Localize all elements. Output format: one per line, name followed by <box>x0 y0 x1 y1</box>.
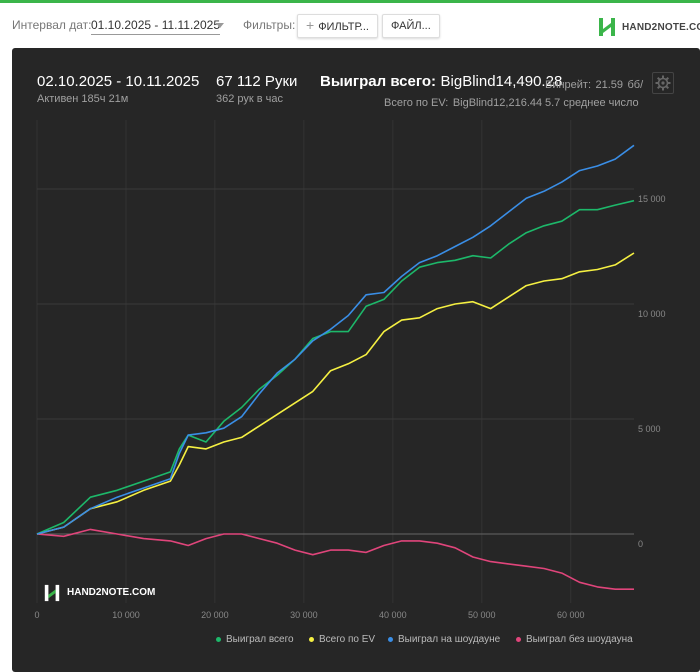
legend-item-ev[interactable]: Всего по EV <box>309 634 375 645</box>
y-axis: 0 5 000 10 000 15 000 <box>638 194 666 549</box>
legend-label: Всего по EV <box>319 634 376 645</box>
winrate-unit: бб/ <box>627 79 644 91</box>
hands-count: 67 112 Руки <box>216 73 298 90</box>
settings-button[interactable] <box>652 72 674 94</box>
legend-item-showdown[interactable]: Выиграл на шоудауне <box>388 634 500 645</box>
logo-text: HAND2NOTE.COM <box>622 22 700 33</box>
legend-item-non-showdown[interactable]: Выиграл без шоудауна <box>516 634 633 645</box>
filters-button[interactable]: + ФИЛЬТР... <box>297 14 378 38</box>
hands-per-hour: 362 рук в час <box>216 93 284 105</box>
files-button-label: ФАЙЛ... <box>391 20 431 32</box>
x-tick-label: 60 000 <box>557 610 585 620</box>
chart-series <box>36 144 635 591</box>
won-total-block: Выиграл всего: BigBlind14,490.28 <box>320 73 562 91</box>
legend-label: Выиграл всего <box>226 634 294 645</box>
watermark-text: HAND2NOTE.COM <box>67 587 156 598</box>
legend-item-won-total[interactable]: Выиграл всего <box>216 634 294 645</box>
date-interval-label: Интервал дат: <box>12 18 92 32</box>
x-tick-label: 20 000 <box>201 610 229 620</box>
x-axis: 0 10 000 20 000 30 000 40 000 50 000 60 000 <box>34 610 584 620</box>
x-tick-label: 50 000 <box>468 610 496 620</box>
won-total-value: BigBlind14,490.28 <box>440 73 563 90</box>
filters-button-label: ФИЛЬТР... <box>318 21 369 33</box>
active-time-text: Активен 185ч 21м <box>37 93 129 105</box>
x-tick-label: 30 000 <box>290 610 318 620</box>
won-total-label: Выиграл всего: <box>320 73 437 90</box>
ev-value: BigBlind12,216.44 <box>452 97 543 109</box>
ev-block: Всего по EV: BigBlind12,216.44 <box>384 93 542 111</box>
x-tick-label: 10 000 <box>112 610 140 620</box>
y-tick-label: 15 000 <box>638 194 666 204</box>
legend-label: Выиграл на шоудауне <box>398 634 501 645</box>
std-text: 5.7 среднее число <box>545 97 639 109</box>
legend-marker <box>309 636 314 642</box>
std-block: 5.7 среднее число <box>545 93 639 111</box>
period-block: 02.10.2025 - 10.11.2025 Активен 185ч 21м <box>37 73 199 105</box>
legend-label: Выиграл без шоудауна <box>526 634 633 645</box>
winrate-block: Винрейт: 21.59 бб/ <box>545 75 643 93</box>
watermark-logo-icon <box>44 584 60 602</box>
non-showdown-line <box>36 528 634 591</box>
plus-icon: + <box>306 17 315 33</box>
ev-line <box>36 252 635 535</box>
winrate-label: Винрейт: <box>545 79 592 91</box>
won-total-line <box>36 199 635 535</box>
filters-label: Фильтры: <box>243 18 296 32</box>
chevron-down-icon[interactable] <box>216 23 224 28</box>
date-range-select[interactable]: 01.10.2025 - 11.11.2025 <box>91 16 220 35</box>
gear-icon <box>655 75 671 91</box>
y-tick-label: 10 000 <box>638 309 666 319</box>
period-text: 02.10.2025 - 10.11.2025 <box>37 73 200 90</box>
files-button[interactable]: ФАЙЛ... <box>382 14 440 38</box>
x-tick-label: 40 000 <box>379 610 407 620</box>
x-tick-label: 0 <box>34 610 39 620</box>
legend-marker <box>216 636 221 642</box>
y-tick-label: 5 000 <box>638 424 661 434</box>
ev-label: Всего по EV: <box>384 97 449 109</box>
hands-block: 67 112 Руки 362 рук в час <box>216 73 297 105</box>
y-tick-label: 0 <box>638 539 643 549</box>
hand2note-logo-icon <box>599 18 615 36</box>
top-accent-bar <box>0 0 700 3</box>
toolbar: Интервал дат: 01.10.2025 - 11.11.2025 Фи… <box>0 3 700 47</box>
legend-marker <box>516 636 521 642</box>
legend-marker <box>388 636 393 642</box>
winrate-value: 21.59 <box>595 79 624 91</box>
showdown-line <box>36 144 635 535</box>
chart-grid <box>36 120 634 603</box>
